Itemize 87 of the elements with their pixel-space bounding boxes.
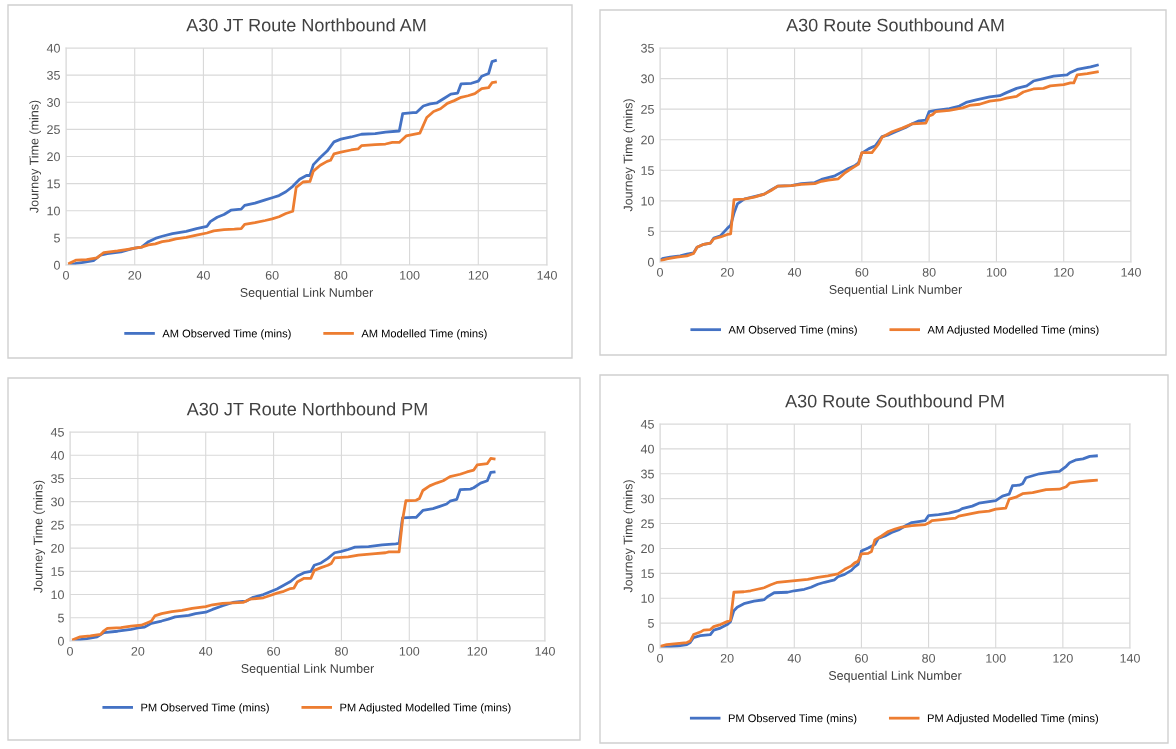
x-tick-label: 100	[986, 653, 1006, 663]
legend-label: AM Adjusted Modelled Time (mins)	[927, 325, 1099, 336]
x-tick-label: 140	[537, 270, 557, 280]
x-tick-label: 120	[467, 646, 488, 656]
chart-title: A30 JT Route Northbound AM	[186, 18, 426, 32]
y-axis-title: Journey Time (mins)	[33, 480, 45, 593]
y-tick-label: 5	[57, 613, 64, 623]
x-tick-label: 40	[196, 270, 210, 280]
x-tick-label: 100	[986, 267, 1007, 277]
x-tick-label: 40	[199, 646, 213, 656]
y-tick-label: 0	[647, 257, 654, 267]
y-tick-label: 25	[47, 125, 60, 135]
y-tick-label: 30	[47, 98, 60, 107]
y-tick-label: 20	[641, 135, 654, 145]
y-tick-label: 0	[57, 636, 64, 646]
legend-label: PM Adjusted Modelled Time (mins)	[340, 703, 511, 714]
y-tick-label: 35	[51, 474, 64, 484]
y-tick-label: 15	[51, 567, 64, 576]
x-tick-label: 80	[922, 653, 936, 663]
y-tick-label: 10	[47, 206, 60, 216]
y-tick-label: 30	[641, 494, 654, 504]
y-tick-label: 10	[641, 594, 654, 603]
y-tick-label: 35	[641, 469, 654, 479]
y-tick-label: 10	[641, 196, 654, 206]
y-tick-label: 0	[53, 260, 60, 270]
x-tick-label: 20	[131, 646, 145, 656]
y-tick-label: 45	[50, 427, 64, 437]
x-tick-label: 100	[400, 270, 420, 280]
y-tick-label: 5	[647, 227, 654, 237]
x-axis-title: Sequential Link Number	[829, 284, 962, 297]
x-tick-label: 40	[787, 653, 801, 663]
x-axis-title: Sequential Link Number	[241, 663, 374, 676]
legend-label: PM Adjusted Modelled Time (mins)	[927, 714, 1098, 725]
x-axis-title: Sequential Link Number	[240, 287, 373, 300]
x-tick-label: 0	[657, 267, 663, 277]
legend-label: AM Observed Time (mins)	[162, 329, 291, 340]
chart-title: A30 Route Southbound PM	[785, 394, 1004, 408]
y-tick-label: 5	[53, 233, 60, 243]
x-tick-label: 60	[267, 646, 281, 656]
x-tick-label: 140	[1121, 267, 1141, 277]
chart-title: A30 JT Route Northbound PM	[186, 402, 427, 416]
y-axis-title: Journey Time (mins)	[623, 480, 635, 593]
x-tick-label: 120	[468, 270, 489, 280]
y-tick-label: 25	[641, 104, 654, 114]
legend-label: AM Observed Time (mins)	[728, 325, 857, 336]
legend-label: PM Observed Time (mins)	[141, 703, 269, 714]
x-tick-label: 60	[855, 653, 868, 663]
x-tick-label: 20	[128, 270, 142, 280]
y-tick-label: 40	[46, 43, 60, 53]
chart-title: A30 Route Southbound AM	[786, 18, 1004, 32]
y-tick-label: 30	[641, 74, 654, 84]
y-tick-label: 20	[47, 152, 60, 162]
y-tick-label: 45	[640, 419, 654, 429]
y-tick-label: 20	[51, 543, 64, 553]
x-tick-label: 40	[787, 267, 802, 277]
x-axis-title: Sequential Link Number	[828, 670, 962, 683]
y-tick-label: 35	[47, 70, 60, 80]
x-tick-label: 0	[657, 653, 663, 663]
y-tick-label: 15	[641, 569, 654, 578]
y-tick-label: 15	[47, 179, 60, 189]
y-tick-label: 35	[641, 43, 654, 53]
y-tick-label: 10	[51, 590, 64, 600]
x-tick-label: 140	[535, 646, 555, 656]
x-tick-label: 120	[1053, 653, 1073, 663]
y-tick-label: 40	[640, 444, 654, 454]
x-tick-label: 80	[334, 270, 348, 280]
legend-label: PM Observed Time (mins)	[728, 714, 857, 725]
x-tick-label: 0	[67, 646, 73, 656]
x-tick-label: 20	[720, 267, 734, 277]
x-tick-label: 140	[1120, 653, 1140, 663]
y-tick-label: 5	[647, 619, 654, 628]
x-tick-label: 80	[335, 646, 348, 656]
y-tick-label: 20	[641, 544, 654, 554]
y-tick-label: 25	[641, 519, 654, 529]
y-tick-label: 30	[51, 497, 64, 507]
y-axis-title: Journey Time (mins)	[29, 100, 41, 213]
x-tick-label: 60	[855, 267, 869, 277]
y-tick-label: 15	[641, 166, 654, 175]
y-tick-label: 40	[50, 451, 64, 460]
x-tick-label: 80	[922, 267, 936, 277]
x-tick-label: 20	[720, 653, 734, 663]
x-tick-label: 120	[1054, 267, 1074, 277]
legend-label: AM Modelled Time (mins)	[361, 329, 487, 340]
x-tick-label: 100	[399, 646, 420, 656]
y-axis-title: Journey Time (mins)	[623, 99, 635, 212]
y-tick-label: 25	[51, 520, 64, 530]
x-tick-label: 60	[265, 270, 279, 280]
